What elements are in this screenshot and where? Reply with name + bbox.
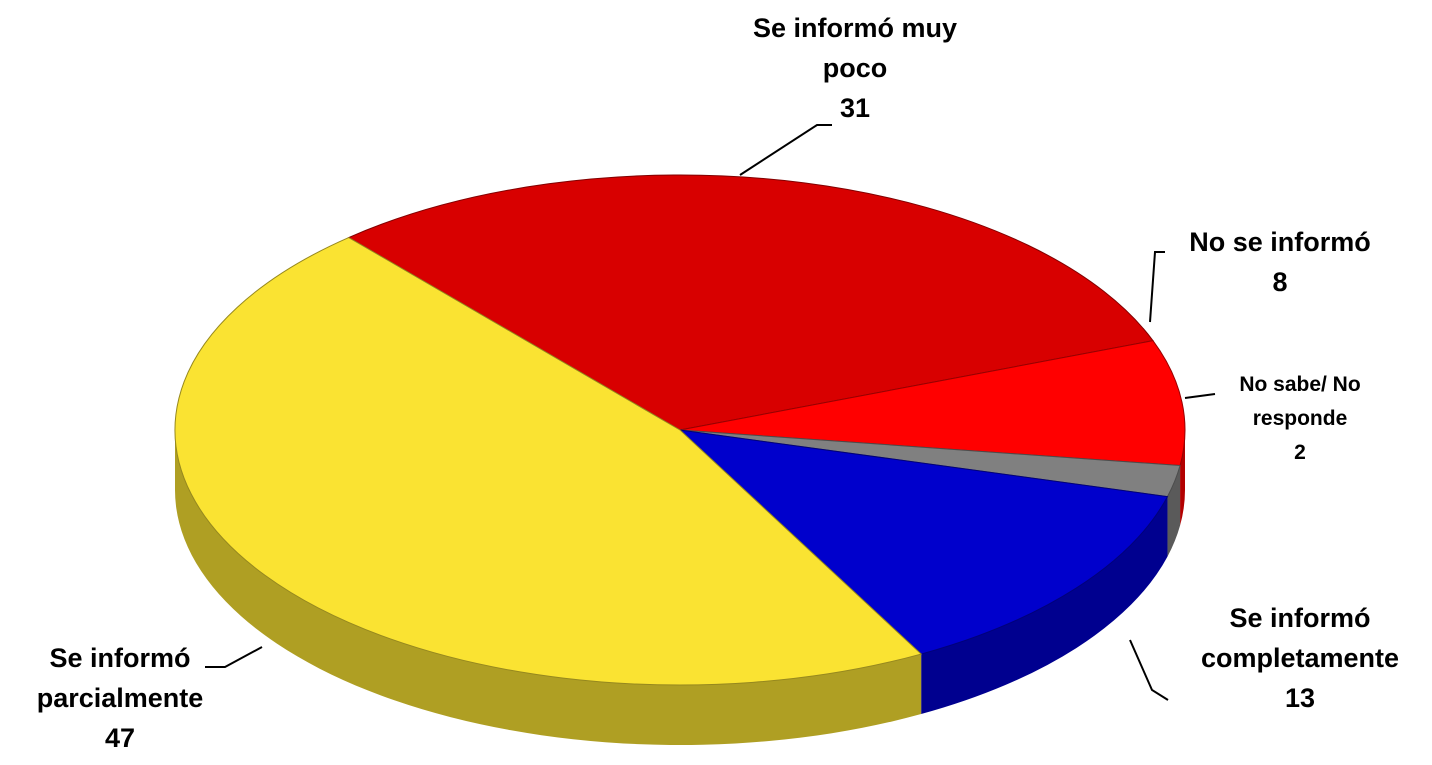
slice-side <box>921 496 1168 715</box>
data-label: Se informó muy poco 31 <box>735 8 975 128</box>
data-label: No sabe/ No responde 2 <box>1225 368 1375 470</box>
data-label: No se informó 8 <box>1150 222 1410 302</box>
leader-line <box>1184 393 1216 399</box>
slice-top <box>347 174 1154 431</box>
slice <box>678 429 1169 715</box>
slice-top <box>679 340 1186 467</box>
slice-top <box>174 236 923 686</box>
leader-line <box>1149 251 1165 323</box>
value-label: 47 <box>104 723 136 753</box>
category-label: No sabe/ No responde <box>1239 373 1361 430</box>
pie <box>174 174 1186 745</box>
leader-line <box>205 646 263 668</box>
data-label: Se informó completamente 13 <box>1180 598 1420 718</box>
slice <box>174 236 923 745</box>
slice-top <box>678 429 1169 655</box>
slice-side <box>1180 430 1185 526</box>
slice <box>679 340 1186 526</box>
leader-line <box>1129 639 1169 701</box>
value-label: 2 <box>1294 441 1306 464</box>
leader-line <box>739 124 832 176</box>
data-label: Se informó parcialmente 47 <box>5 638 235 758</box>
slice <box>347 174 1154 431</box>
category-label: Se informó muy poco <box>752 13 958 83</box>
category-label: No se informó <box>1189 227 1371 257</box>
value-label: 31 <box>839 93 871 123</box>
slice-side <box>175 430 922 745</box>
value-label: 13 <box>1284 683 1316 713</box>
category-label: Se informó parcialmente <box>36 643 204 713</box>
category-label: Se informó completamente <box>1200 603 1400 673</box>
value-label: 8 <box>1272 267 1288 297</box>
slice-side <box>1167 465 1181 557</box>
